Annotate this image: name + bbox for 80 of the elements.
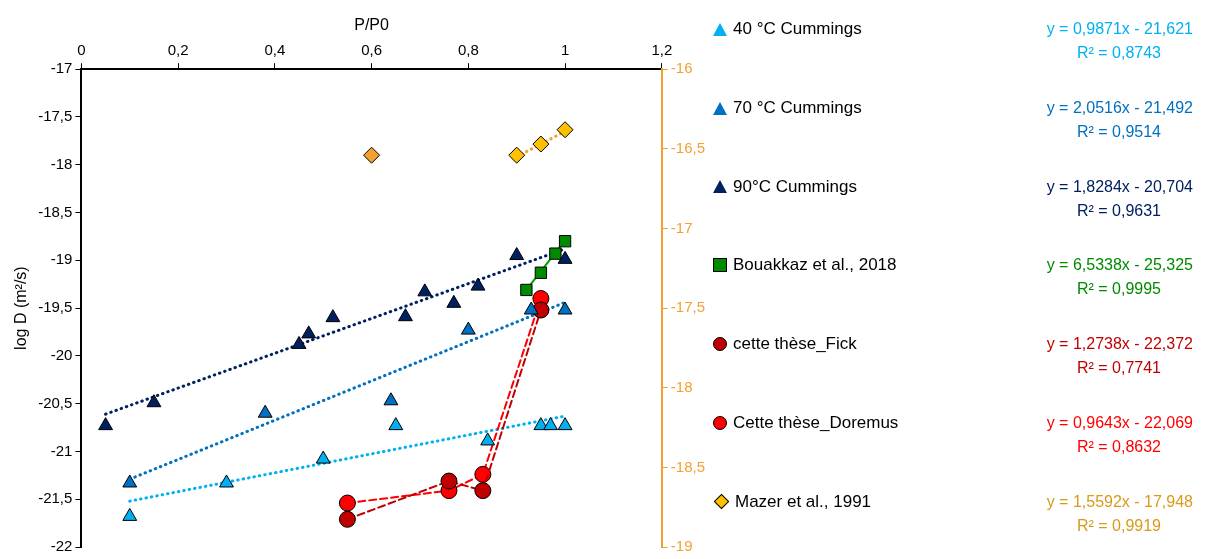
y2-tick-label: -18,5 <box>670 457 706 475</box>
point <box>291 335 307 349</box>
point <box>557 417 573 431</box>
y-tick-label: -21,5 <box>38 489 73 507</box>
text: R² = 0,8632 <box>1075 436 1161 457</box>
y-tick-label: -17,5 <box>38 107 73 125</box>
point <box>219 474 234 488</box>
point <box>446 294 462 308</box>
x-axis-title: P/P0 <box>354 16 390 34</box>
point <box>474 482 492 500</box>
y2-tick-label: -19 <box>670 537 693 555</box>
text: R² = 0,9514 <box>1075 122 1161 143</box>
x-tick-label: 1,2 <box>651 41 673 59</box>
point <box>534 266 548 279</box>
point <box>146 394 162 408</box>
point <box>558 235 572 248</box>
text: y = 2,0516x - 21,492 <box>1045 98 1193 119</box>
legend-label: Cette thèse_Doremus <box>733 412 899 433</box>
text: y = 1,5592x - 17,948 <box>1045 491 1193 512</box>
point <box>520 283 533 297</box>
x-tick-label: 0,4 <box>264 41 286 59</box>
text: R² = 0,9631 <box>1075 200 1161 221</box>
point <box>398 308 413 322</box>
text: R² = 0,9919 <box>1075 515 1161 536</box>
legend-label: Bouakkaz et al., 2018 <box>733 255 897 276</box>
point <box>383 392 399 406</box>
x-tick-label: 1 <box>560 41 570 59</box>
y-tick-label: -19 <box>50 250 73 268</box>
point <box>557 250 573 264</box>
text: R² = 0,8743 <box>1075 43 1161 64</box>
y-tick-label: -20 <box>50 346 73 364</box>
text: y = 0,9643x - 22,069 <box>1045 412 1193 433</box>
x-tick-label: 0,2 <box>167 41 189 59</box>
point <box>98 417 113 431</box>
point <box>257 404 273 418</box>
x-tick-label: 0 <box>77 41 86 59</box>
x-tick-label: 0,8 <box>457 41 479 59</box>
point <box>557 301 573 315</box>
y2-tick-label: -16,5 <box>670 138 706 156</box>
point <box>388 417 404 431</box>
y-tick-label: -22 <box>50 537 73 555</box>
y2-tick-label: -18 <box>670 377 693 395</box>
point <box>470 277 486 291</box>
point <box>325 309 341 323</box>
point <box>417 283 433 297</box>
point <box>338 510 356 528</box>
y-tick-label: -20,5 <box>38 393 73 411</box>
point <box>509 247 525 261</box>
legend-label: 90°C Cummings <box>733 176 857 197</box>
text: R² = 0,9995 <box>1075 279 1161 300</box>
y-tick-label: -21 <box>50 441 73 459</box>
y-tick-label: -18,5 <box>38 202 73 220</box>
point <box>315 450 331 464</box>
point <box>440 472 458 490</box>
point <box>301 325 317 339</box>
point <box>122 507 138 521</box>
y2-tick-label: -17 <box>670 218 693 236</box>
text: y = 0,9871x - 21,621 <box>1045 19 1193 40</box>
y-tick-label: -17 <box>50 59 73 77</box>
y2-tick-label: -17,5 <box>670 298 706 316</box>
point <box>480 432 496 446</box>
y-axis-title: log D (m²/s) <box>12 266 30 350</box>
text: y = 1,2738x - 22,372 <box>1045 334 1193 355</box>
text: y = 6,5338x - 25,325 <box>1045 255 1193 276</box>
y2-tick-label: -16 <box>670 59 693 77</box>
point <box>338 494 356 512</box>
y-tick-label: -19,5 <box>38 298 73 316</box>
point <box>543 417 558 431</box>
point <box>549 247 562 260</box>
point <box>523 301 539 315</box>
legend-label: 70 °C Cummings <box>733 98 862 119</box>
legend-label: 40 °C Cummings <box>733 19 862 40</box>
point <box>122 474 138 488</box>
text: y = 1,8284x - 20,704 <box>1045 176 1193 197</box>
y-tick-label: -18 <box>50 154 73 172</box>
x-tick-label: 0,6 <box>361 41 383 59</box>
text: R² = 0,7741 <box>1075 358 1161 379</box>
legend-label: Mazer et al., 1991 <box>735 491 872 512</box>
legend-label: cette thèse_Fick <box>733 334 857 355</box>
point <box>460 321 476 335</box>
